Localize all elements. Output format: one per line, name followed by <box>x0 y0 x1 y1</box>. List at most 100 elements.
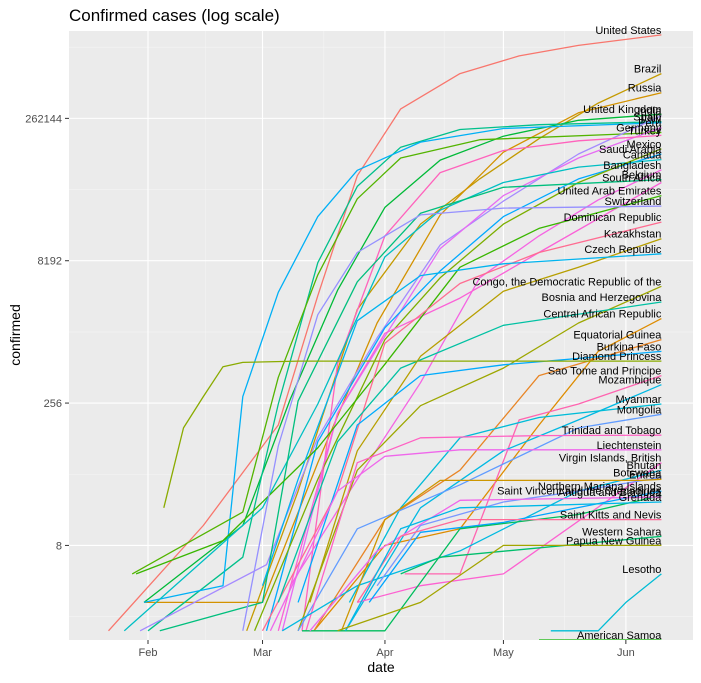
series-line <box>289 169 662 587</box>
series-label: Central African Republic <box>543 309 662 321</box>
series-line <box>139 115 662 632</box>
series-line <box>400 535 662 575</box>
series-label: United States <box>595 25 662 37</box>
series-label: Czech Republic <box>584 244 662 256</box>
y-tick-label: 262144 <box>25 113 62 125</box>
series-line <box>344 384 662 632</box>
series-line <box>376 476 662 587</box>
series-label: Kazakhstan <box>604 229 661 241</box>
series-label: Congo, the Democratic Republic of the <box>472 276 661 288</box>
series-label: India <box>638 106 663 118</box>
series-label: Germany <box>616 122 662 134</box>
series-line <box>302 494 662 632</box>
series-label: Myanmar <box>616 394 662 406</box>
series-line <box>242 205 662 631</box>
series-label: South Africa <box>602 173 662 185</box>
series-label: Lesotho <box>622 564 661 576</box>
series-line <box>135 194 662 575</box>
y-axis: 8 256 8192 262144 <box>25 113 69 552</box>
x-tick-label: Feb <box>139 647 158 659</box>
series-line <box>144 92 662 604</box>
y-tick-label: 8192 <box>38 256 62 268</box>
series-label: Peru <box>638 117 661 129</box>
series-label: Saudi Arabia <box>599 144 662 156</box>
series-label: Bosnia and Herzegovina <box>542 292 663 304</box>
series-label: Virgin Islands, British <box>559 453 662 465</box>
series-line <box>254 148 662 632</box>
series-lines <box>108 34 662 640</box>
series-label: Papua New Guinea <box>566 535 662 547</box>
series-label: Spain <box>633 112 661 124</box>
series-line <box>301 134 662 631</box>
series-line <box>340 478 662 632</box>
series-label: Northern Mariana Islands <box>538 481 662 493</box>
series-label: Saint Kitts and Nevis <box>560 510 662 522</box>
series-line <box>357 462 662 604</box>
series-label: Diamond Princess <box>572 351 662 363</box>
series-line <box>123 158 662 632</box>
x-tick-label: Jun <box>617 647 635 659</box>
series-line <box>131 131 662 575</box>
series-line <box>281 469 662 632</box>
series-label: Western Sahara <box>582 526 662 538</box>
series-label: Canada <box>623 150 662 162</box>
series-label: Brazil <box>634 64 662 76</box>
series-line <box>297 413 662 632</box>
series-line <box>277 301 662 603</box>
series-label: Liechtenstein <box>597 440 662 452</box>
series-line <box>313 338 662 632</box>
series-label: Antigua and Barbuda <box>558 487 662 499</box>
y-axis-title: confirmed <box>7 304 23 365</box>
series-label: Russia <box>628 83 663 95</box>
series-label: Equatorial Guinea <box>573 330 662 342</box>
series-label: Botswana <box>613 467 662 479</box>
x-tick-label: May <box>493 647 514 659</box>
series-line <box>368 490 662 603</box>
grid-minor <box>69 31 693 640</box>
series-label: Burkina Faso <box>597 341 662 353</box>
series-line <box>309 496 662 632</box>
series-line <box>143 122 662 604</box>
series-line <box>147 121 662 632</box>
series-line <box>108 34 662 632</box>
series-line <box>261 221 662 632</box>
series-line <box>348 403 662 603</box>
series-label: Italy <box>641 113 662 125</box>
series-label: Switzerland <box>605 196 662 208</box>
series-line <box>337 544 662 632</box>
series-label: Trinidad and Tobago <box>562 425 662 437</box>
series-line <box>143 113 662 603</box>
series-line <box>305 434 662 631</box>
x-axis-title: date <box>367 659 394 675</box>
series-label: Bhutan <box>627 460 662 472</box>
series-line <box>159 178 662 632</box>
x-tick-label: Mar <box>253 647 272 659</box>
series-line <box>404 374 662 575</box>
series-label: Belgium <box>622 170 662 182</box>
series-line <box>261 253 662 586</box>
x-tick-label: Apr <box>376 647 393 659</box>
series-line <box>269 449 662 632</box>
series-label: Mongolia <box>617 404 663 416</box>
series-line <box>550 573 662 632</box>
series-label: Eritrea <box>629 469 662 481</box>
series-line <box>297 350 662 603</box>
series-label: United Kingdom <box>583 104 661 116</box>
series-label: Turkey <box>628 125 662 137</box>
series-label: Mexico <box>627 139 662 151</box>
series-label: Mozambique <box>598 375 661 387</box>
x-axis: Feb Mar Apr May Jun <box>139 640 635 659</box>
series-label: Dominican Republic <box>564 212 662 224</box>
chart-title: Confirmed cases (log scale) <box>69 6 280 25</box>
y-tick-label: 256 <box>44 398 62 410</box>
y-tick-label: 8 <box>56 540 62 552</box>
series-label: Bangladesh <box>603 160 661 172</box>
series-line <box>163 360 662 508</box>
series-label: Saint Vincent and the Grenadines <box>497 485 662 497</box>
series-line <box>309 238 662 603</box>
series-label: American Samoa <box>577 630 662 642</box>
series-label: Sao Tome and Principe <box>548 366 662 378</box>
series-label: Grenada <box>619 492 663 504</box>
series-label: United Arab Emirates <box>557 186 661 198</box>
